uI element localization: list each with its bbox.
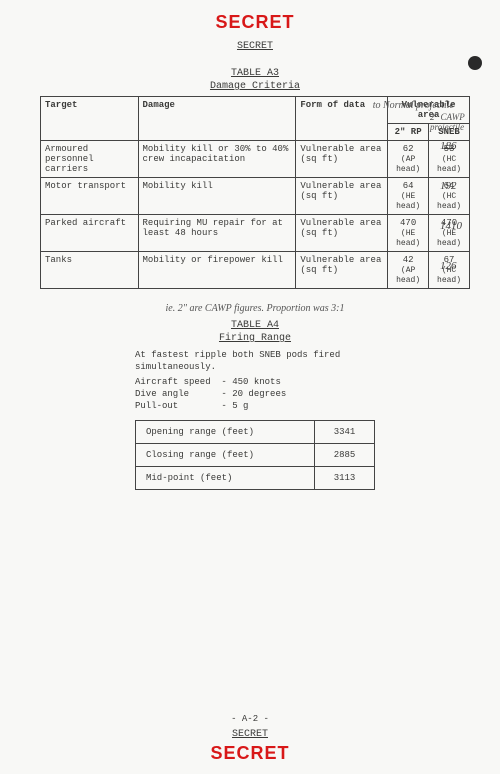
a4-note: At fastest ripple both SNEB pods fired s… [135,350,375,373]
classification-top: SECRET [40,41,470,52]
table-a3-title: TABLE A3 [40,68,470,79]
cell-form: Vulnerable area (sq ft) [296,215,388,252]
th-damage: Damage [138,97,296,141]
table-a3-subtitle: Damage Criteria [40,81,470,92]
table-row: Motor transport Mobility kill Vulnerable… [41,178,470,215]
cell-form: Vulnerable area (sq ft) [296,178,388,215]
cell-v1: 42(AP head) [388,252,429,289]
param-row: Pull-out - 5 g [135,401,375,413]
table-a3: Target Damage Form of data Vulnerable ar… [40,96,470,289]
classification-bottom: SECRET [0,729,500,740]
cell-label: Opening range (feet) [136,421,315,444]
table-a4-title: TABLE A4 [40,320,470,331]
handwritten-column: 186 192 1410 126 [440,140,480,300]
hand-note-normal: to Normal projectile [373,100,454,111]
cell-form: Vulnerable area (sq ft) [296,252,388,289]
cell-v1: 64(HE head) [388,178,429,215]
table-a4-subtitle: Firing Range [40,333,470,344]
table-row: Closing range (feet) 2885 [136,444,375,467]
cell-value: 3113 [315,467,375,490]
cell-v1: 62(AP head) [388,141,429,178]
cell-target: Tanks [41,252,139,289]
table-row: Mid-point (feet) 3113 [136,467,375,490]
cell-value: 2885 [315,444,375,467]
hand-value: 1410 [440,220,480,232]
cell-target: Armoured personnel carriers [41,141,139,178]
cell-form: Vulnerable area (sq ft) [296,141,388,178]
hand-note-cawp: 2" CAWP projectile [430,112,480,132]
cell-v1: 470(HE head) [388,215,429,252]
cell-target: Parked aircraft [41,215,139,252]
table-a4: Opening range (feet) 3341 Closing range … [135,420,375,490]
cell-label: Mid-point (feet) [136,467,315,490]
param-row: Dive angle - 20 degrees [135,389,375,401]
cell-damage: Mobility or firepower kill [138,252,296,289]
secret-stamp-bottom: SECRET [0,743,500,764]
table-row: Armoured personnel carriers Mobility kil… [41,141,470,178]
cell-damage: Mobility kill or 30% to 40% crew incapac… [138,141,296,178]
cell-label: Closing range (feet) [136,444,315,467]
table-row: Tanks Mobility or firepower kill Vulnera… [41,252,470,289]
table-row: Opening range (feet) 3341 [136,421,375,444]
cell-target: Motor transport [41,178,139,215]
hand-value: 192 [440,180,480,192]
secret-stamp-top: SECRET [40,12,470,33]
page-number: - A-2 - [0,714,500,724]
cell-value: 3341 [315,421,375,444]
punch-hole [468,56,482,70]
cell-damage: Mobility kill [138,178,296,215]
cell-damage: Requiring MU repair for at least 48 hour… [138,215,296,252]
param-row: Aircraft speed - 450 knots [135,377,375,389]
hand-mid-note: ie. 2" are CAWP figures. Proportion was … [40,303,470,314]
hand-value: 186 [440,140,480,152]
th-target: Target [41,97,139,141]
hand-value: 126 [440,260,480,272]
th-col1: 2" RP [388,124,429,141]
table-row: Parked aircraft Requiring MU repair for … [41,215,470,252]
